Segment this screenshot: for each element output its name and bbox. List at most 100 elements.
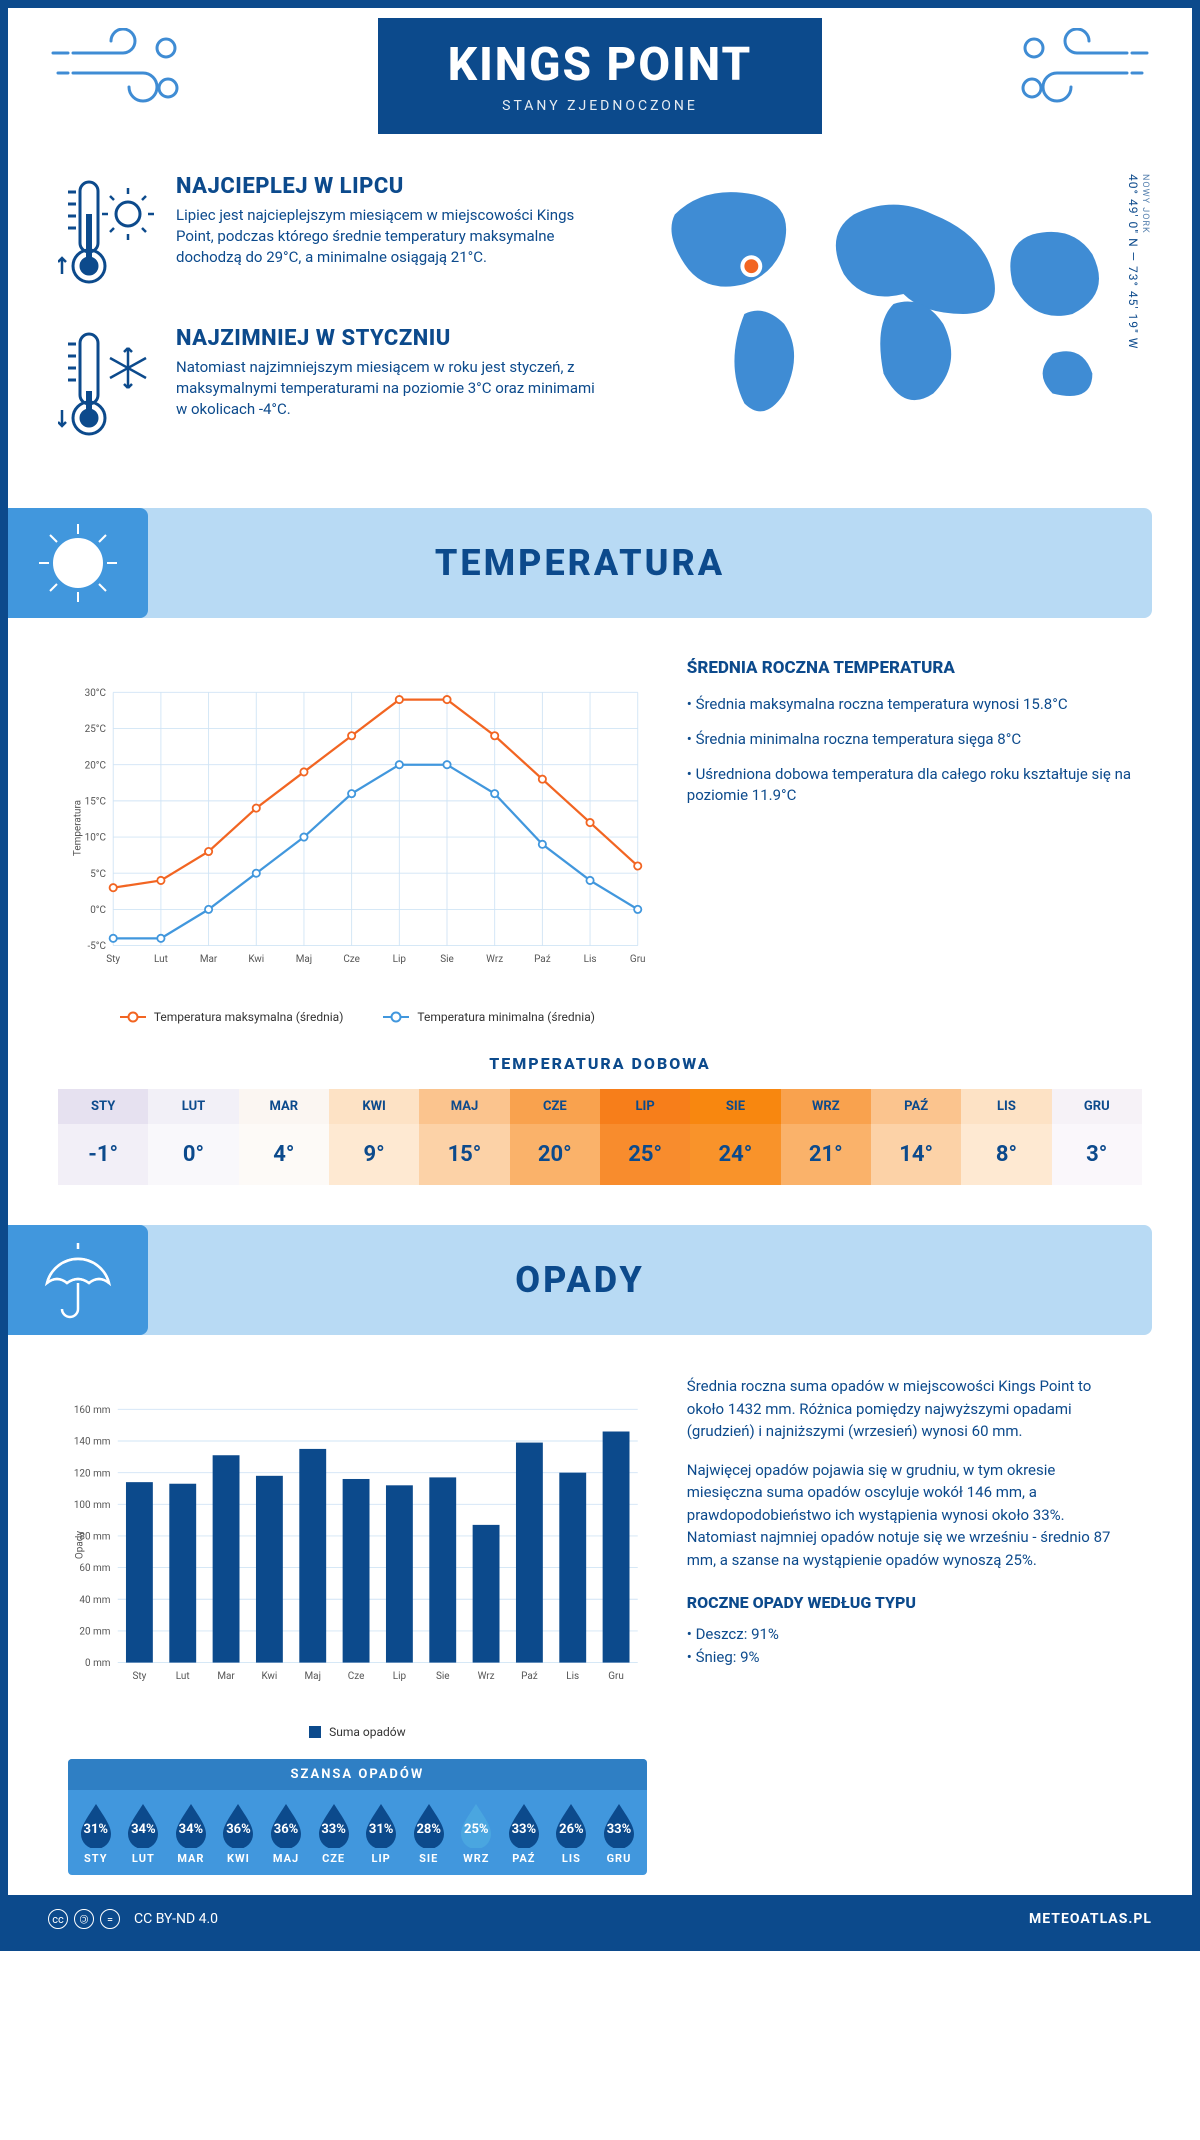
month-value: 8°	[961, 1124, 1051, 1185]
svg-text:40 mm: 40 mm	[79, 1595, 110, 1606]
drop-icon: 26%	[552, 1800, 590, 1848]
chance-cell: 25%WRZ	[453, 1800, 501, 1865]
svg-text:Wrz: Wrz	[486, 954, 503, 965]
svg-text:Cze: Cze	[343, 954, 360, 965]
svg-text:Mar: Mar	[217, 1671, 235, 1682]
sun-icon	[8, 508, 148, 618]
svg-text:Kwi: Kwi	[261, 1671, 277, 1682]
svg-text:Lut: Lut	[176, 1671, 190, 1682]
header: KINGS POINT STANY ZJEDNOCZONE	[8, 8, 1192, 144]
month-header: SIE	[690, 1089, 780, 1124]
legend-min: .leg-line[style*='4197dd']::after{border…	[383, 1010, 595, 1024]
svg-text:Lis: Lis	[566, 1671, 579, 1682]
month-value: 15°	[419, 1124, 509, 1185]
legend-max: .leg-line[style*='f26522']::after{border…	[120, 1010, 344, 1024]
cc-icon: cc	[48, 1909, 68, 1929]
hottest-block: NAJCIEPLEJ W LIPCU Lipiec jest najcieple…	[58, 174, 605, 298]
precip-p1: Średnia roczna suma opadów w miejscowośc…	[687, 1375, 1132, 1443]
drop-icon: 33%	[600, 1800, 638, 1848]
bytype-line: • Śnieg: 9%	[687, 1646, 1132, 1669]
month-header: STY	[58, 1089, 148, 1124]
temperature-chart: -5°C0°C5°C10°C15°C20°C25°C30°CStyLutMarK…	[68, 658, 647, 1024]
month-value: 0°	[148, 1124, 238, 1185]
thermometer-cold-icon	[58, 326, 158, 450]
chance-cell: 36%MAJ	[262, 1800, 310, 1865]
drop-icon: 31%	[362, 1800, 400, 1848]
svg-text:25°C: 25°C	[85, 724, 107, 735]
svg-text:Mar: Mar	[200, 954, 218, 965]
chance-cell: 33%CZE	[310, 1800, 358, 1865]
daily-title: TEMPERATURA DOBOWA	[58, 1054, 1142, 1073]
precip-text: Średnia roczna suma opadów w miejscowośc…	[687, 1375, 1132, 1875]
svg-text:Sie: Sie	[436, 1671, 450, 1682]
month-header: MAR	[239, 1089, 329, 1124]
svg-text:20 mm: 20 mm	[79, 1627, 110, 1638]
annual-line: Średnia minimalna roczna temperatura się…	[687, 729, 1132, 750]
nd-icon: =	[100, 1909, 120, 1929]
svg-text:Sty: Sty	[132, 1671, 146, 1682]
drop-icon: 34%	[172, 1800, 210, 1848]
drop-icon: 36%	[219, 1800, 257, 1848]
svg-text:Sie: Sie	[440, 954, 454, 965]
chance-title: SZANSA OPADÓW	[68, 1759, 647, 1790]
svg-text:5°C: 5°C	[90, 869, 106, 880]
svg-text:120 mm: 120 mm	[74, 1468, 111, 1479]
coldest-text: Natomiast najzimniejszym miesiącem w rok…	[176, 357, 605, 420]
svg-text:20°C: 20°C	[85, 760, 107, 771]
bar-legend: Suma opadów	[68, 1725, 647, 1739]
svg-text:Maj: Maj	[296, 954, 312, 965]
svg-text:Cze: Cze	[348, 1671, 365, 1682]
summary-row: NAJCIEPLEJ W LIPCU Lipiec jest najcieple…	[8, 144, 1192, 508]
annual-line: Uśredniona dobowa temperatura dla całego…	[687, 764, 1132, 806]
month-header: WRZ	[781, 1089, 871, 1124]
license-text: CC BY-ND 4.0	[134, 1911, 218, 1927]
svg-text:-5°C: -5°C	[87, 941, 106, 952]
chance-cell: 31%STY	[72, 1800, 120, 1865]
coord-place: NOWY JORK	[1140, 174, 1150, 345]
month-header: PAŹ	[871, 1089, 961, 1124]
annual-line: Średnia maksymalna roczna temperatura wy…	[687, 694, 1132, 715]
world-map: NOWY JORK 40° 49' 0" N — 73° 45' 19" W	[635, 174, 1132, 478]
coldest-title: NAJZIMNIEJ W STYCZNIU	[176, 326, 605, 351]
bytype-line: • Deszcz: 91%	[687, 1623, 1132, 1646]
svg-text:Paź: Paź	[534, 954, 551, 965]
drop-icon: 33%	[315, 1800, 353, 1848]
drop-icon: 34%	[124, 1800, 162, 1848]
drop-icon: 36%	[267, 1800, 305, 1848]
month-value: 20°	[510, 1124, 600, 1185]
chance-cell: 28%SIE	[405, 1800, 453, 1865]
svg-text:30°C: 30°C	[85, 688, 107, 699]
svg-text:10°C: 10°C	[85, 833, 107, 844]
svg-text:0 mm: 0 mm	[85, 1658, 111, 1669]
chance-cell: 34%LUT	[120, 1800, 168, 1865]
license: cc 🄯 = CC BY-ND 4.0	[48, 1909, 218, 1929]
month-value: 9°	[329, 1124, 419, 1185]
svg-text:Gru: Gru	[630, 954, 646, 965]
svg-text:Lis: Lis	[584, 954, 597, 965]
chance-cell: 34%MAR	[167, 1800, 215, 1865]
month-header: LIP	[600, 1089, 690, 1124]
coldest-block: NAJZIMNIEJ W STYCZNIU Natomiast najzimni…	[58, 326, 605, 450]
month-value: 14°	[871, 1124, 961, 1185]
svg-text:15°C: 15°C	[85, 796, 107, 807]
svg-text:Lip: Lip	[393, 954, 407, 965]
month-header: KWI	[329, 1089, 419, 1124]
chance-cell: 36%KWI	[215, 1800, 263, 1865]
drop-icon: 25%	[457, 1800, 495, 1848]
wind-icon-right	[1012, 28, 1152, 118]
svg-text:160 mm: 160 mm	[74, 1405, 111, 1416]
drop-icon: 31%	[77, 1800, 115, 1848]
temperature-title: TEMPERATURA	[435, 542, 725, 584]
month-header: MAJ	[419, 1089, 509, 1124]
precip-section-header: OPADY	[8, 1225, 1152, 1335]
bytype-title: ROCZNE OPADY WEDŁUG TYPU	[687, 1591, 1132, 1615]
coord-text: 40° 49' 0" N — 73° 45' 19" W	[1126, 174, 1140, 349]
hottest-title: NAJCIEPLEJ W LIPCU	[176, 174, 605, 199]
precip-chart: 0 mm20 mm40 mm60 mm80 mm100 mm120 mm140 …	[68, 1375, 647, 1875]
month-header: CZE	[510, 1089, 600, 1124]
svg-text:Opady: Opady	[74, 1531, 85, 1559]
month-value: -1°	[58, 1124, 148, 1185]
drop-icon: 33%	[505, 1800, 543, 1848]
svg-text:Paź: Paź	[521, 1671, 538, 1682]
svg-text:60 mm: 60 mm	[79, 1563, 110, 1574]
